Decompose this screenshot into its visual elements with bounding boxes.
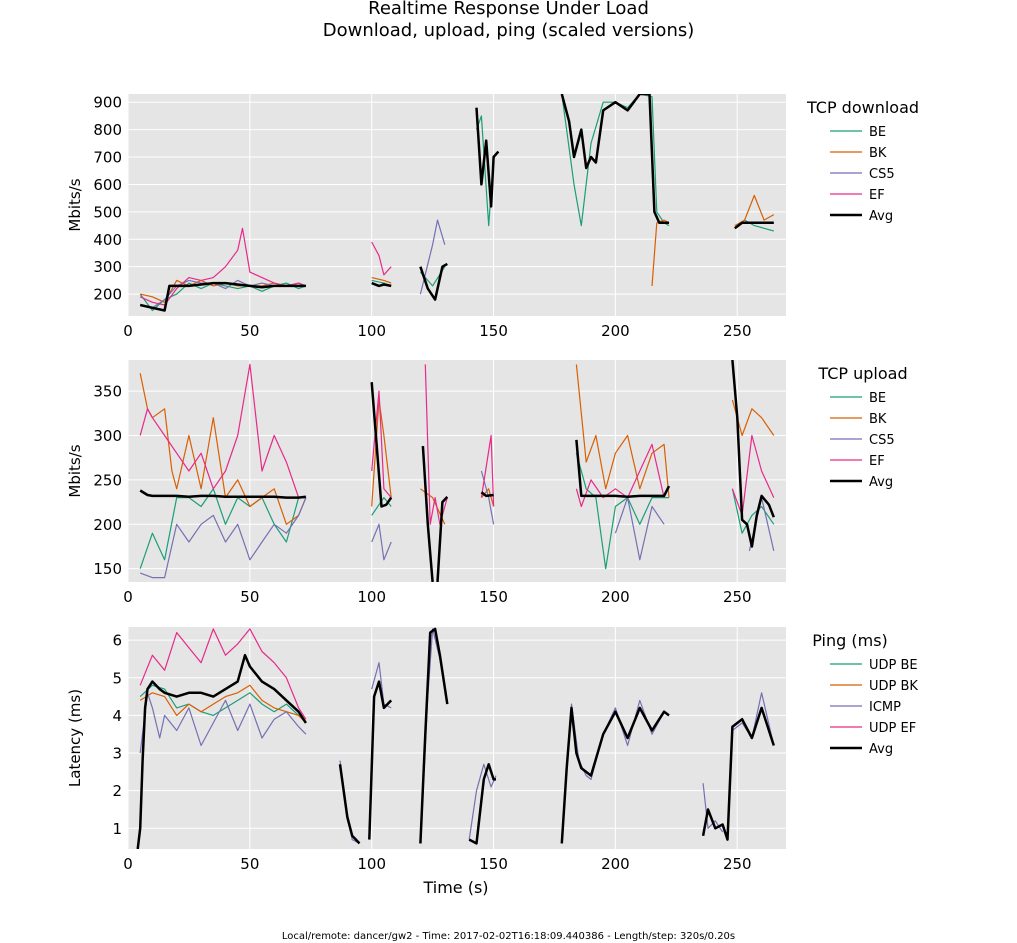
y-axis-label: Latency (ms) <box>66 689 84 787</box>
x-tick-label: 200 <box>601 588 630 606</box>
x-tick-label: 200 <box>601 855 630 873</box>
legend-label: CS5 <box>869 167 895 182</box>
legend-label: BE <box>869 391 886 406</box>
legend-label: Avg <box>869 742 893 757</box>
legend-label: UDP BK <box>869 679 918 694</box>
series-line-udp-bk <box>139 684 307 724</box>
y-tick-label: 400 <box>93 231 122 249</box>
y-tick-label: 1 <box>112 820 122 838</box>
x-axis-label: Time (s) <box>422 878 488 897</box>
series-line-cs5 <box>139 470 775 579</box>
legend-label: BK <box>869 146 887 161</box>
legend-label: BK <box>869 412 887 427</box>
legend-title: Ping (ms) <box>812 631 888 650</box>
legend-label: Avg <box>869 209 893 224</box>
x-tick-label: 100 <box>357 322 386 340</box>
y-tick-label: 500 <box>93 203 122 221</box>
x-tick-label: 150 <box>479 855 508 873</box>
legend-label: ICMP <box>869 700 901 715</box>
chart-title: Realtime Response Under Load <box>368 0 649 19</box>
plot-area <box>128 94 786 316</box>
x-tick-label: 200 <box>601 322 630 340</box>
y-tick-label: 900 <box>93 94 122 112</box>
legend-label: Avg <box>869 475 893 490</box>
y-tick-label: 800 <box>93 121 122 139</box>
x-tick-label: 0 <box>123 588 133 606</box>
y-tick-label: 600 <box>93 176 122 194</box>
y-tick-label: 6 <box>112 632 122 650</box>
x-tick-label: 100 <box>357 855 386 873</box>
series-group <box>139 360 775 582</box>
series-line-be <box>139 453 775 570</box>
legend-label: UDP EF <box>869 721 916 736</box>
y-tick-label: 200 <box>93 516 122 534</box>
x-tick-label: 250 <box>723 855 752 873</box>
x-tick-label: 150 <box>479 322 508 340</box>
y-tick-label: 300 <box>93 258 122 276</box>
y-tick-label: 350 <box>93 383 122 401</box>
plot-area <box>128 360 786 582</box>
series-line-ef <box>139 363 775 525</box>
x-tick-label: 0 <box>123 322 133 340</box>
x-tick-label: 150 <box>479 588 508 606</box>
series-line-avg <box>139 94 774 312</box>
x-tick-label: 250 <box>723 322 752 340</box>
series-line-bk <box>139 364 775 525</box>
series-line-avg <box>136 627 775 849</box>
chart-subtitle: Download, upload, ping (scaled versions) <box>322 20 695 41</box>
legend-label: BE <box>869 125 886 140</box>
legend-title: TCP upload <box>817 364 907 383</box>
x-tick-label: 50 <box>240 322 259 340</box>
y-tick-label: 5 <box>112 669 122 687</box>
y-tick-label: 4 <box>112 707 122 725</box>
y-axis-label: Mbits/s <box>66 178 84 231</box>
series-group <box>139 94 775 312</box>
y-tick-label: 700 <box>93 149 122 167</box>
y-axis-label: Mbits/s <box>66 444 84 497</box>
plot-area <box>128 627 786 849</box>
x-tick-label: 250 <box>723 588 752 606</box>
y-tick-label: 2 <box>112 782 122 800</box>
series-line-avg <box>139 360 775 582</box>
y-tick-label: 150 <box>93 560 122 578</box>
legend-label: EF <box>869 454 885 469</box>
x-tick-label: 100 <box>357 588 386 606</box>
series-line-ef <box>139 227 392 306</box>
legend-label: EF <box>869 188 885 203</box>
x-tick-label: 50 <box>240 855 259 873</box>
y-tick-label: 3 <box>112 745 122 763</box>
y-tick-label: 300 <box>93 427 122 445</box>
series-group <box>136 627 775 849</box>
chart-footer: Local/remote: dancer/gw2 - Time: 2017-02… <box>281 931 736 942</box>
x-tick-label: 0 <box>123 855 133 873</box>
legend-title: TCP download <box>806 98 919 117</box>
legend-label: CS5 <box>869 433 895 448</box>
y-tick-label: 200 <box>93 286 122 304</box>
series-line-udp-ef <box>139 628 307 720</box>
x-tick-label: 50 <box>240 588 259 606</box>
legend-label: UDP BE <box>869 658 918 673</box>
series-line-be <box>139 94 774 312</box>
y-tick-label: 250 <box>93 471 122 489</box>
